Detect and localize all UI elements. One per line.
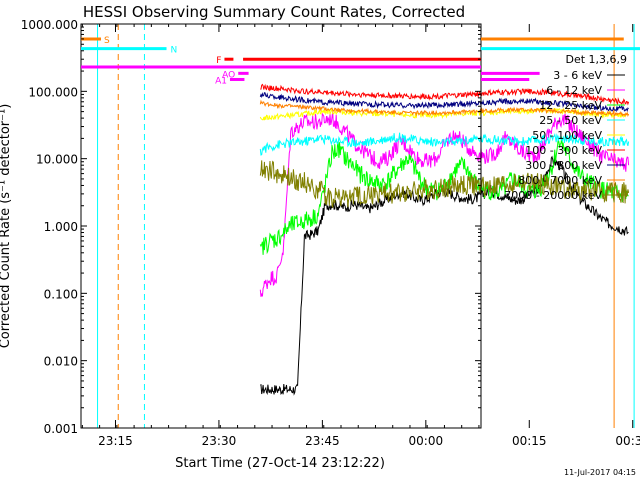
y-tick-label: 0.001 (44, 422, 78, 436)
footer-timestamp: 11-Jul-2017 04:15 (564, 468, 636, 477)
legend-label: 800 - 7000 keV (518, 174, 602, 187)
series-line (259, 136, 629, 255)
x-tick-label: 23:15 (98, 434, 133, 448)
x-tick-label: 23:45 (305, 434, 340, 448)
legend-label: 3 - 6 keV (553, 69, 602, 82)
series-line (259, 99, 630, 118)
legend-title: Det 1,3,6,9 (565, 53, 627, 66)
x-tick-label: 23:30 (202, 434, 237, 448)
y-tick-label: 0.100 (44, 287, 78, 301)
y-tick-label: 1.000 (44, 220, 78, 234)
flag-label: F (216, 56, 221, 66)
series-line (259, 91, 629, 113)
series-line (259, 160, 630, 208)
legend-label: 7000 - 20000 keV (504, 189, 602, 202)
y-axis-label: Corrected Count Rate (s⁻¹ detector⁻¹) (0, 104, 13, 349)
x-axis-label: Start Time (27-Oct-14 23:12:22) (175, 456, 385, 471)
flag-label: A1 (215, 76, 227, 86)
legend-label: 25 - 50 keV (539, 114, 602, 127)
legend-label: 6 - 12 keV (546, 84, 602, 97)
y-tick-label: 100.000 (28, 85, 78, 99)
legend-label: 300 - 800 keV (525, 159, 602, 172)
legend-entries: 3 - 6 keV 6 - 12 keV 12 - 25 keV 25 - 50 ke… (504, 69, 625, 202)
legend: Det 1,3,6,9 3 - 6 keV 6 - 12 keV 12 - 25 k… (504, 53, 627, 202)
x-tick-label: 00:30 (615, 434, 640, 448)
y-tick-label: 1000.000 (21, 18, 78, 32)
chart-title: HESSI Observing Summary Count Rates, Cor… (83, 3, 465, 21)
x-tick-label: 00:00 (409, 434, 444, 448)
flag-label: N (171, 46, 178, 56)
y-tick-label: 10.000 (36, 153, 78, 167)
series-line (260, 83, 630, 106)
y-tick-label: 0.010 (44, 355, 78, 369)
flag-label: AO (222, 70, 235, 80)
series-line (259, 132, 630, 156)
x-tick-label: 00:15 (512, 434, 547, 448)
legend-label: 12 - 25 keV (539, 99, 602, 112)
y-axis-ticks: 1000.000 100.000 10.000 1.000 0.100 0.010 0.00… (21, 18, 481, 436)
plot-frame (80, 23, 482, 429)
plot-area (97, 24, 635, 428)
legend-label: 50 - 100 keV (532, 129, 602, 142)
flag-label: S (104, 36, 110, 46)
legend-label: 100 - 300 keV (525, 144, 602, 157)
